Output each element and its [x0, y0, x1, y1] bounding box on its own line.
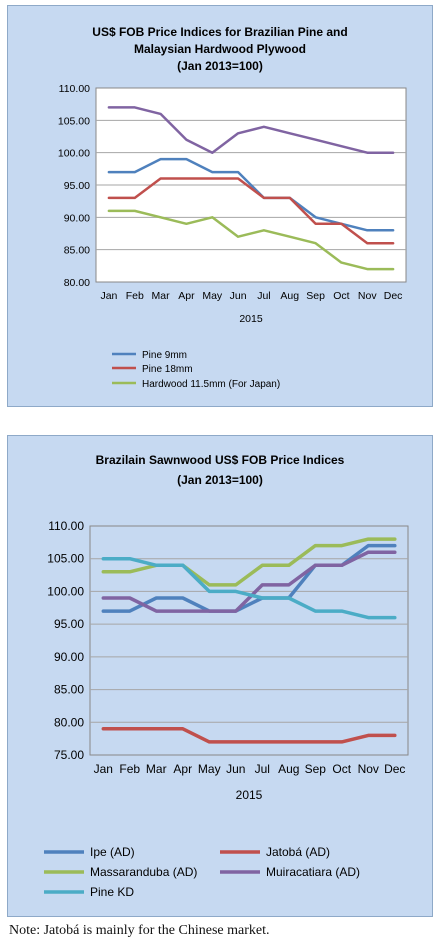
chart-title-line: (Jan 2013=100)	[177, 59, 263, 73]
legend-label: Jatobá (AD)	[266, 845, 330, 859]
chart-title-line: Brazilain Sawnwood US$ FOB Price Indices	[96, 453, 345, 467]
y-tick-label: 75.00	[54, 748, 84, 762]
footnote: Note: Jatobá is mainly for the Chinese m…	[9, 923, 270, 938]
y-tick-label: 85.00	[54, 683, 84, 697]
legend-label: Pine 9mm	[142, 350, 187, 361]
x-tick-label: May	[198, 762, 221, 776]
x-tick-label: Mar	[146, 762, 167, 776]
chart-sawnwood: Brazilain Sawnwood US$ FOB Price Indices…	[44, 453, 409, 899]
y-tick-label: 80.00	[64, 277, 90, 289]
x-tick-label: Apr	[173, 762, 192, 776]
x-tick-label: Nov	[358, 762, 379, 776]
chart-title-line: (Jan 2013=100)	[177, 473, 263, 487]
y-tick-label: 85.00	[64, 245, 90, 257]
y-tick-label: 105.00	[47, 552, 84, 566]
chart-panel-plywood: US$ FOB Price Indices for Brazilian Pine…	[7, 5, 433, 407]
x-tick-label: Jan	[94, 762, 113, 776]
chart-title-line: Malaysian Hardwood Plywood	[134, 42, 306, 56]
x-tick-label: Jul	[255, 762, 270, 776]
y-tick-label: 105.00	[58, 115, 90, 127]
y-tick-label: 95.00	[64, 180, 90, 192]
x-tick-label: Nov	[358, 290, 377, 302]
series-line-pine-9mm	[107, 157, 395, 232]
chart-plywood: US$ FOB Price Indices for Brazilian Pine…	[58, 25, 407, 390]
y-tick-label: 90.00	[54, 650, 84, 664]
x-tick-label: Apr	[178, 290, 195, 302]
y-tick-label: 95.00	[54, 617, 84, 631]
chart-title-line: US$ FOB Price Indices for Brazilian Pine…	[92, 25, 347, 39]
series-line-muiracatiara-ad	[101, 550, 397, 613]
x-tick-label: Dec	[384, 290, 403, 302]
y-tick-label: 110.00	[48, 519, 84, 533]
series-line-massaranduba-ad	[101, 537, 397, 587]
y-tick-label: 90.00	[64, 212, 90, 224]
y-tick-label: 80.00	[54, 715, 84, 729]
series-line-pine-18mm	[107, 177, 395, 245]
series-line-unnamed	[107, 106, 395, 154]
x-tick-label: Dec	[384, 762, 405, 776]
legend-label: Ipe (AD)	[90, 845, 135, 859]
x-tick-label: Feb	[119, 762, 140, 776]
y-tick-label: 110.00	[59, 83, 90, 95]
legend-label: Muiracatiara (AD)	[266, 865, 360, 879]
x-tick-label: Mar	[152, 290, 171, 302]
x-tick-label: May	[202, 290, 223, 302]
x-tick-label: Jun	[230, 290, 247, 302]
x-tick-label: Aug	[280, 290, 299, 302]
legend-label: Pine 18mm	[142, 364, 193, 375]
x-tick-label: Oct	[333, 290, 349, 302]
y-tick-label: 100.00	[47, 584, 84, 598]
series-line-hardwood-11-5mm-for-japan	[107, 209, 395, 271]
x-tick-label: Aug	[278, 762, 299, 776]
x-tick-label: Jun	[226, 762, 245, 776]
legend-label: Hardwood 11.5mm (For Japan)	[142, 379, 280, 390]
x-axis-title: 2015	[239, 313, 263, 325]
x-tick-label: Feb	[126, 290, 144, 302]
x-tick-label: Jan	[100, 290, 117, 302]
series-line-pine-kd	[101, 556, 397, 620]
x-tick-label: Sep	[305, 762, 327, 776]
plot-area	[89, 525, 409, 756]
x-tick-label: Jul	[257, 290, 270, 302]
chart-panel-sawnwood: Brazilain Sawnwood US$ FOB Price Indices…	[7, 435, 433, 917]
x-axis-title: 2015	[236, 788, 263, 802]
series-line-jatob-ad	[101, 727, 397, 744]
y-tick-label: 100.00	[58, 148, 90, 160]
x-tick-label: Oct	[332, 762, 351, 776]
legend-label: Massaranduba (AD)	[90, 865, 197, 879]
legend-label: Pine KD	[90, 885, 134, 899]
x-tick-label: Sep	[306, 290, 325, 302]
